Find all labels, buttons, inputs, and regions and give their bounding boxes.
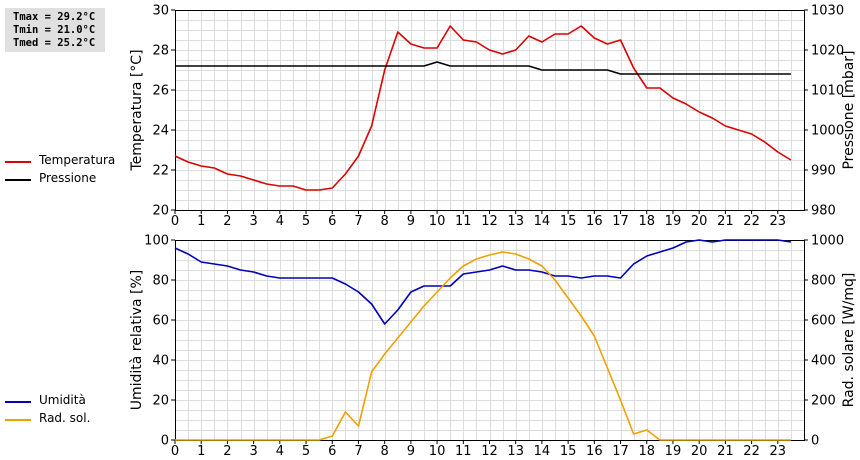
y-axis-title-top: Temperatura [°C] xyxy=(129,49,145,171)
y2-tick-label-bottom: 200 xyxy=(811,394,836,409)
x-tick-label-bottom: 5 xyxy=(302,444,310,459)
x-tick-label-top: 9 xyxy=(407,214,415,229)
y-tick-label-bottom: 80 xyxy=(152,274,169,289)
series-line-umidit xyxy=(174,239,792,325)
x-tick-label-bottom: 8 xyxy=(381,444,389,459)
x-tick-label-top: 4 xyxy=(276,214,284,229)
y-tick-label-top: 20 xyxy=(152,204,169,219)
stat-tmax: Tmax = 29.2°C xyxy=(13,11,96,23)
x-tick-label-top: 15 xyxy=(560,214,577,229)
x-tick-label-top: 14 xyxy=(534,214,551,229)
x-tick-label-bottom: 7 xyxy=(354,444,362,459)
x-tick-label-bottom: 19 xyxy=(665,444,682,459)
x-tick-label-bottom: 15 xyxy=(560,444,577,459)
legend-label-umidita: Umidità xyxy=(39,393,86,407)
stat-tmin: Tmin = 21.0°C xyxy=(13,24,96,36)
x-tick-label-bottom: 20 xyxy=(691,444,708,459)
series-line-pressione xyxy=(175,61,791,75)
x-tick-label-top: 5 xyxy=(302,214,310,229)
legend-swatch-pressione xyxy=(5,179,31,181)
legend-label-pressione: Pressione xyxy=(39,171,97,185)
y2-tick-label-top: 1030 xyxy=(811,4,844,19)
y2-tick-label-top: 980 xyxy=(811,204,836,219)
x-tick-label-top: 8 xyxy=(381,214,389,229)
y2-tick-label-top: 1000 xyxy=(811,124,844,139)
y2-tick-label-top: 1020 xyxy=(811,44,844,59)
x-tick-label-top: 23 xyxy=(770,214,787,229)
x-tick-label-bottom: 13 xyxy=(507,444,524,459)
legend-label-rad-sol: Rad. sol. xyxy=(39,411,91,425)
x-tick-label-top: 6 xyxy=(328,214,336,229)
x-tick-label-bottom: 3 xyxy=(249,444,257,459)
x-tick-label-top: 19 xyxy=(665,214,682,229)
x-tick-label-top: 20 xyxy=(691,214,708,229)
y-tick-label-top: 24 xyxy=(152,124,169,139)
y-tick-label-bottom: 100 xyxy=(144,234,169,249)
stat-tmed: Tmed = 25.2°C xyxy=(13,37,96,49)
x-tick-label-top: 2 xyxy=(223,214,231,229)
y2-axis-title-top: Pressione [mbar] xyxy=(841,50,857,169)
x-tick-label-top: 16 xyxy=(586,214,603,229)
x-tick-label-top: 3 xyxy=(249,214,257,229)
y2-tick-label-top: 990 xyxy=(811,164,836,179)
y2-tick-label-bottom: 400 xyxy=(811,354,836,369)
y-tick-label-top: 22 xyxy=(152,164,169,179)
legend-swatch-umidita xyxy=(5,401,31,403)
y2-tick-label-bottom: 0 xyxy=(811,434,819,449)
x-tick-label-bottom: 4 xyxy=(276,444,284,459)
y2-tick-label-bottom: 800 xyxy=(811,274,836,289)
x-tick-label-bottom: 11 xyxy=(455,444,472,459)
x-tick-label-top: 18 xyxy=(638,214,655,229)
x-tick-label-bottom: 2 xyxy=(223,444,231,459)
legend-swatch-temperatura xyxy=(5,161,31,163)
x-tick-label-bottom: 10 xyxy=(429,444,446,459)
y-tick-label-bottom: 40 xyxy=(152,354,169,369)
stats-box: Tmax = 29.2°C Tmin = 21.0°C Tmed = 25.2°… xyxy=(5,8,105,52)
x-tick-label-top: 11 xyxy=(455,214,472,229)
x-tick-label-top: 17 xyxy=(612,214,629,229)
x-tick-label-bottom: 22 xyxy=(743,444,760,459)
x-tick-label-top: 22 xyxy=(743,214,760,229)
y2-axis-title-bottom: Rad. solare [W/mq] xyxy=(841,273,857,408)
y2-tick-label-bottom: 1000 xyxy=(811,234,844,249)
y2-tick-label-top: 1010 xyxy=(811,84,844,99)
x-tick-label-top: 0 xyxy=(171,214,179,229)
x-tick-label-bottom: 0 xyxy=(171,444,179,459)
x-tick-label-bottom: 16 xyxy=(586,444,603,459)
x-tick-label-top: 12 xyxy=(481,214,498,229)
y-tick-label-bottom: 20 xyxy=(152,394,169,409)
y-tick-label-top: 28 xyxy=(152,44,169,59)
y-tick-label-top: 26 xyxy=(152,84,169,99)
y2-tick-label-bottom: 600 xyxy=(811,314,836,329)
x-tick-label-bottom: 23 xyxy=(770,444,787,459)
x-tick-label-top: 1 xyxy=(197,214,205,229)
x-tick-label-top: 7 xyxy=(354,214,362,229)
y-axis-title-bottom: Umidità relativa [%] xyxy=(129,270,145,411)
x-tick-label-top: 13 xyxy=(507,214,524,229)
x-tick-label-top: 10 xyxy=(429,214,446,229)
y-tick-label-bottom: 60 xyxy=(152,314,169,329)
y-tick-label-top: 30 xyxy=(152,4,169,19)
x-tick-label-bottom: 12 xyxy=(481,444,498,459)
x-tick-label-bottom: 6 xyxy=(328,444,336,459)
x-tick-label-bottom: 21 xyxy=(717,444,734,459)
x-tick-label-bottom: 17 xyxy=(612,444,629,459)
series-line-temperatura xyxy=(174,25,792,191)
x-tick-label-bottom: 9 xyxy=(407,444,415,459)
x-tick-label-top: 21 xyxy=(717,214,734,229)
x-tick-label-bottom: 1 xyxy=(197,444,205,459)
series-line-rad-sol xyxy=(175,251,791,441)
legend-label-temperatura: Temperatura xyxy=(39,153,116,167)
x-tick-label-bottom: 14 xyxy=(534,444,551,459)
legend-swatch-rad-sol xyxy=(5,419,31,421)
y-tick-label-bottom: 0 xyxy=(161,434,169,449)
x-tick-label-bottom: 18 xyxy=(638,444,655,459)
